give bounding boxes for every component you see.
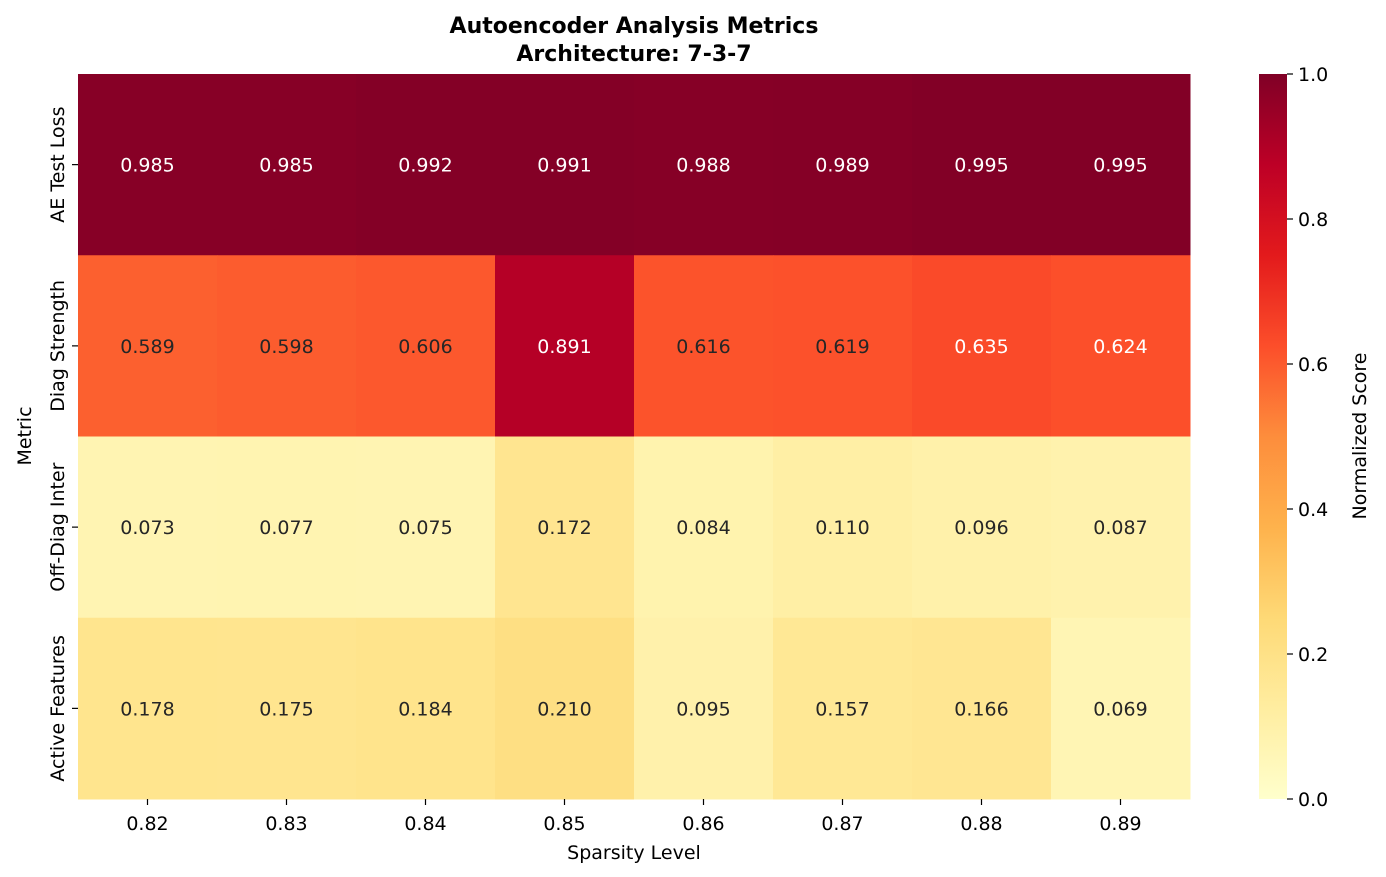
cell-value-label: 0.635 [954,336,1008,358]
cell-value-label: 0.985 [259,155,313,177]
heatmap-cell [356,617,496,800]
colorbar-tick-label: 0.2 [1298,644,1328,666]
cell-value-label: 0.988 [676,155,730,177]
heatmap-cell [495,436,635,619]
cell-value-label: 0.172 [537,517,591,539]
cell-value-label: 0.598 [259,336,313,358]
cell-value-label: 0.073 [120,517,174,539]
cell-value-label: 0.995 [954,155,1008,177]
chart-title-line-2: Architecture: 7-3-7 [516,42,751,67]
heatmap-cell [634,255,774,437]
cell-value-label: 0.616 [676,336,730,358]
x-tick-label: 0.89 [1099,813,1141,835]
heatmap-cell [912,255,1052,437]
cell-value-label: 0.184 [398,698,452,720]
heatmap-cell [217,255,357,437]
heatmap-cell [217,74,357,256]
heatmap-cell [217,617,357,800]
cell-value-label: 0.096 [954,517,1008,539]
heatmap-cell [1051,436,1191,619]
cell-value-label: 0.077 [259,517,313,539]
colorbar-tick-label: 0.0 [1298,789,1328,811]
heatmap-cell [912,617,1052,800]
y-tick-label: Off-Diag Inter [47,462,69,591]
colorbar-label: Normalized Score [1349,352,1371,519]
cell-value-label: 0.069 [1093,698,1147,720]
cell-value-label: 0.619 [815,336,869,358]
cell-value-label: 0.175 [259,698,313,720]
colorbar-tick-label: 0.8 [1298,209,1328,231]
heatmap-cell [773,436,913,619]
heatmap-cell [1051,255,1191,437]
x-tick-label: 0.83 [265,813,307,835]
heatmap-cell [634,617,774,800]
heatmap-cell [495,617,635,800]
cell-value-label: 0.985 [120,155,174,177]
y-tick-label: AE Test Loss [47,107,69,223]
x-tick-label: 0.88 [960,813,1002,835]
heatmap-cell [78,617,218,800]
x-tick-label: 0.86 [682,813,724,835]
y-tick-label: Active Features [47,635,69,782]
cell-value-label: 0.991 [537,155,591,177]
heatmap-cell [634,436,774,619]
heatmap-cell [912,436,1052,619]
cell-value-label: 0.166 [954,698,1008,720]
heatmap-cell [356,255,496,437]
colorbar: 0.0 0.2 0.4 0.6 0.8 1.0 Normalized Score [1259,64,1371,811]
cell-value-label: 0.084 [676,517,730,539]
heatmap-cell [356,436,496,619]
heatmap-cells: 0.985 0.985 0.992 0.991 0.988 0.989 0.995 0.995… [78,74,1191,800]
colorbar-tick-label: 0.4 [1298,499,1328,521]
x-tick-label: 0.82 [126,813,168,835]
cell-value-label: 0.210 [537,698,591,720]
cell-value-label: 0.624 [1093,336,1147,358]
heatmap-cell [773,74,913,256]
x-tick-label: 0.85 [543,813,585,835]
colorbar-ticks: 0.0 0.2 0.4 0.6 0.8 1.0 [1287,64,1328,811]
cell-value-label: 0.075 [398,517,452,539]
y-axis-ticks: AE Test Loss Diag Strength Off-Diag Inter A… [47,107,78,782]
heatmap-cell [495,255,635,437]
cell-value-label: 0.891 [537,336,591,358]
colorbar-tick-label: 1.0 [1298,64,1328,86]
cell-value-label: 0.589 [120,336,174,358]
colorbar-tick-label: 0.6 [1298,354,1328,376]
cell-value-label: 0.992 [398,155,452,177]
cell-value-label: 0.989 [815,155,869,177]
y-axis-label: Metric [14,406,36,465]
cell-value-label: 0.995 [1093,155,1147,177]
heatmap-cell [356,74,496,256]
heatmap-cell [773,617,913,800]
heatmap-cell [1051,617,1191,800]
heatmap-cell [78,255,218,437]
heatmap-cell [78,74,218,256]
cell-value-label: 0.095 [676,698,730,720]
x-tick-label: 0.84 [404,813,446,835]
heatmap-cell [217,436,357,619]
cell-value-label: 0.110 [815,517,869,539]
cell-value-label: 0.157 [815,698,869,720]
heatmap-cell [1051,74,1191,256]
cell-value-label: 0.178 [120,698,174,720]
x-axis-ticks: 0.82 0.83 0.84 0.85 0.86 0.87 0.88 0.89 [126,799,1142,835]
heatmap-cell [495,74,635,256]
x-axis-label: Sparsity Level [567,842,701,864]
heatmap-cell [773,255,913,437]
heatmap-cell [634,74,774,256]
cell-value-label: 0.606 [398,336,452,358]
chart-title-line-1: Autoencoder Analysis Metrics [450,14,819,39]
x-tick-label: 0.87 [821,813,863,835]
heatmap-cell [912,74,1052,256]
heatmap-cell [78,436,218,619]
y-tick-label: Diag Strength [47,280,69,412]
cell-value-label: 0.087 [1093,517,1147,539]
colorbar-gradient [1259,74,1287,799]
